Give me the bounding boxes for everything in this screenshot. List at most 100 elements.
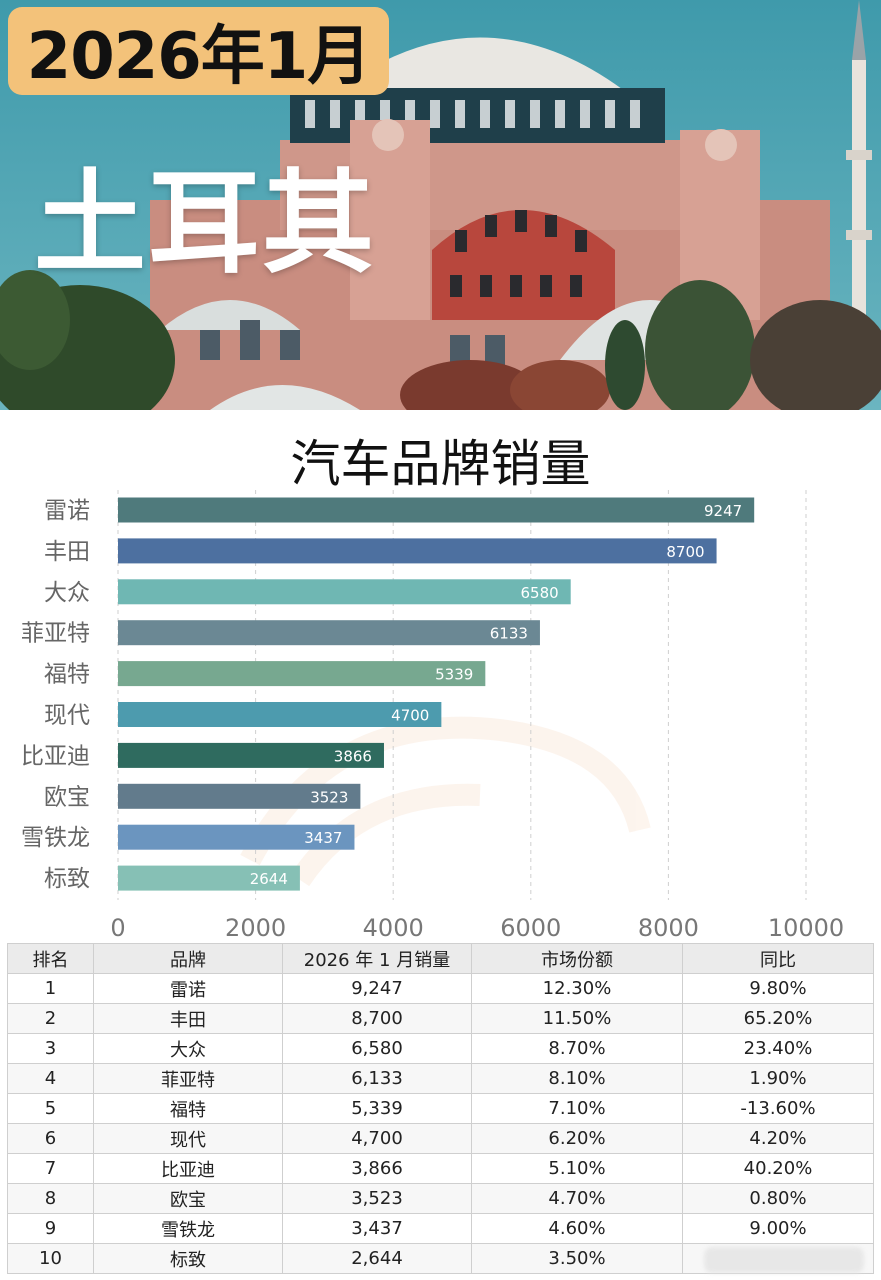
table-cell: 23.40% [682,1033,874,1064]
table-cell: 5 [7,1093,94,1124]
bar [118,497,755,523]
chart-title: 汽车品牌销量 [290,435,591,493]
x-tick-label: 8000 [638,914,699,942]
table-header-cell: 排名 [7,943,94,974]
bar [118,661,486,687]
hero-banner: 2026年1月 土耳其 [0,0,881,410]
table-row: 9 雪铁龙 3,437 4.60% 9.00% [7,1213,874,1244]
table-cell: 3.50% [471,1243,683,1274]
table-cell: 3,523 [282,1183,472,1214]
bar [118,620,540,646]
y-category-label: 菲亚特 [21,621,90,647]
table-cell: 40.20% [682,1153,874,1184]
table-row: 4 菲亚特 6,133 8.10% 1.90% [7,1063,874,1094]
table-cell: 菲亚特 [93,1063,283,1094]
table-cell: 大众 [93,1033,283,1064]
table-row: 8 欧宝 3,523 4.70% 0.80% [7,1183,874,1214]
bar-value-label: 3866 [334,747,372,765]
table-cell: 65.20% [682,1003,874,1034]
table-cell: 欧宝 [93,1183,283,1214]
sales-table: 排名 品牌 2026 年 1 月销量 市场份额 同比 1 雷诺 9,247 12.30% 9.8… [7,943,874,1274]
table-cell: 4 [7,1063,94,1094]
table-cell: 9.80% [682,973,874,1004]
y-category-label: 福特 [44,662,90,688]
bar-value-label: 3523 [310,788,348,806]
table-cell: 8,700 [282,1003,472,1034]
table-cell: 2 [7,1003,94,1034]
table-cell: 比亚迪 [93,1153,283,1184]
table-cell: 福特 [93,1093,283,1124]
table-cell: 5,339 [282,1093,472,1124]
y-category-label: 现代 [44,703,90,729]
table-cell: 标致 [93,1243,283,1274]
bar-value-label: 6580 [521,584,559,602]
table-cell: 4.20% [682,1123,874,1154]
bar-value-label: 8700 [666,543,704,561]
bar-value-label: 9247 [704,502,742,520]
table-cell: 8.10% [471,1063,683,1094]
y-category-label: 雷诺 [44,498,90,524]
x-tick-label: 4000 [363,914,424,942]
table-cell: 6,580 [282,1033,472,1064]
table-cell: 8 [7,1183,94,1214]
table-cell: 3,866 [282,1153,472,1184]
blurred-watermark [704,1247,864,1273]
table-cell: 9 [7,1213,94,1244]
table-header-cell: 市场份额 [471,943,683,974]
table-cell: 10 [7,1243,94,1274]
table-cell: -13.60% [682,1093,874,1124]
y-category-label: 丰田 [44,539,90,565]
x-tick-label: 0 [110,914,125,942]
table-row: 5 福特 5,339 7.10% -13.60% [7,1093,874,1124]
bar [118,742,384,768]
table-cell: 9,247 [282,973,472,1004]
bar [118,824,355,850]
table-cell: 4.60% [471,1213,683,1244]
hagia-sophia-illustration [0,0,881,410]
table-header-cell: 品牌 [93,943,283,974]
table-cell: 5.10% [471,1153,683,1184]
table-cell: 12.30% [471,973,683,1004]
table-cell: 丰田 [93,1003,283,1034]
table-row: 2 丰田 8,700 11.50% 65.20% [7,1003,874,1034]
x-tick-label: 10000 [768,914,844,942]
table-cell: 7.10% [471,1093,683,1124]
table-cell: 3,437 [282,1213,472,1244]
bar-value-label: 3437 [304,829,342,847]
y-category-label: 欧宝 [44,784,90,810]
table-cell: 现代 [93,1123,283,1154]
bar-chart: 9247 雷诺 8700 丰田 6580 大众 6133 菲亚特 5339 福特 4700 现代 386… [21,490,844,942]
bar [118,702,442,727]
y-category-label: 标致 [44,866,90,892]
table-row: 6 现代 4,700 6.20% 4.20% [7,1123,874,1154]
bar-value-label: 5339 [435,666,473,684]
bar [118,865,300,891]
table-cell: 6 [7,1123,94,1154]
table-cell: 4.70% [471,1183,683,1214]
table-cell: 6.20% [471,1123,683,1154]
bar-value-label: 6133 [490,625,528,643]
table-cell: 2,644 [282,1243,472,1274]
x-tick-label: 2000 [225,914,286,942]
bar [118,538,717,564]
table-header-cell: 同比 [682,943,874,974]
table-cell: 1.90% [682,1063,874,1094]
date-badge: 2026年1月 [8,7,389,95]
table-cell: 11.50% [471,1003,683,1034]
table-cell: 8.70% [471,1033,683,1064]
y-category-label: 雪铁龙 [21,825,90,851]
table-cell: 6,133 [282,1063,472,1094]
table-cell: 9.00% [682,1213,874,1244]
table-cell: 1 [7,973,94,1004]
x-tick-label: 6000 [500,914,561,942]
table-cell: 雪铁龙 [93,1213,283,1244]
table-header-row: 排名 品牌 2026 年 1 月销量 市场份额 同比 [7,943,874,974]
bar-value-label: 4700 [391,707,429,725]
table-row: 1 雷诺 9,247 12.30% 9.80% [7,973,874,1004]
table-cell: 4,700 [282,1123,472,1154]
table-cell: 0.80% [682,1183,874,1214]
table-cell: 雷诺 [93,973,283,1004]
country-title: 土耳其 [34,159,376,289]
bar [118,783,361,809]
bar-value-label: 2644 [250,870,288,888]
